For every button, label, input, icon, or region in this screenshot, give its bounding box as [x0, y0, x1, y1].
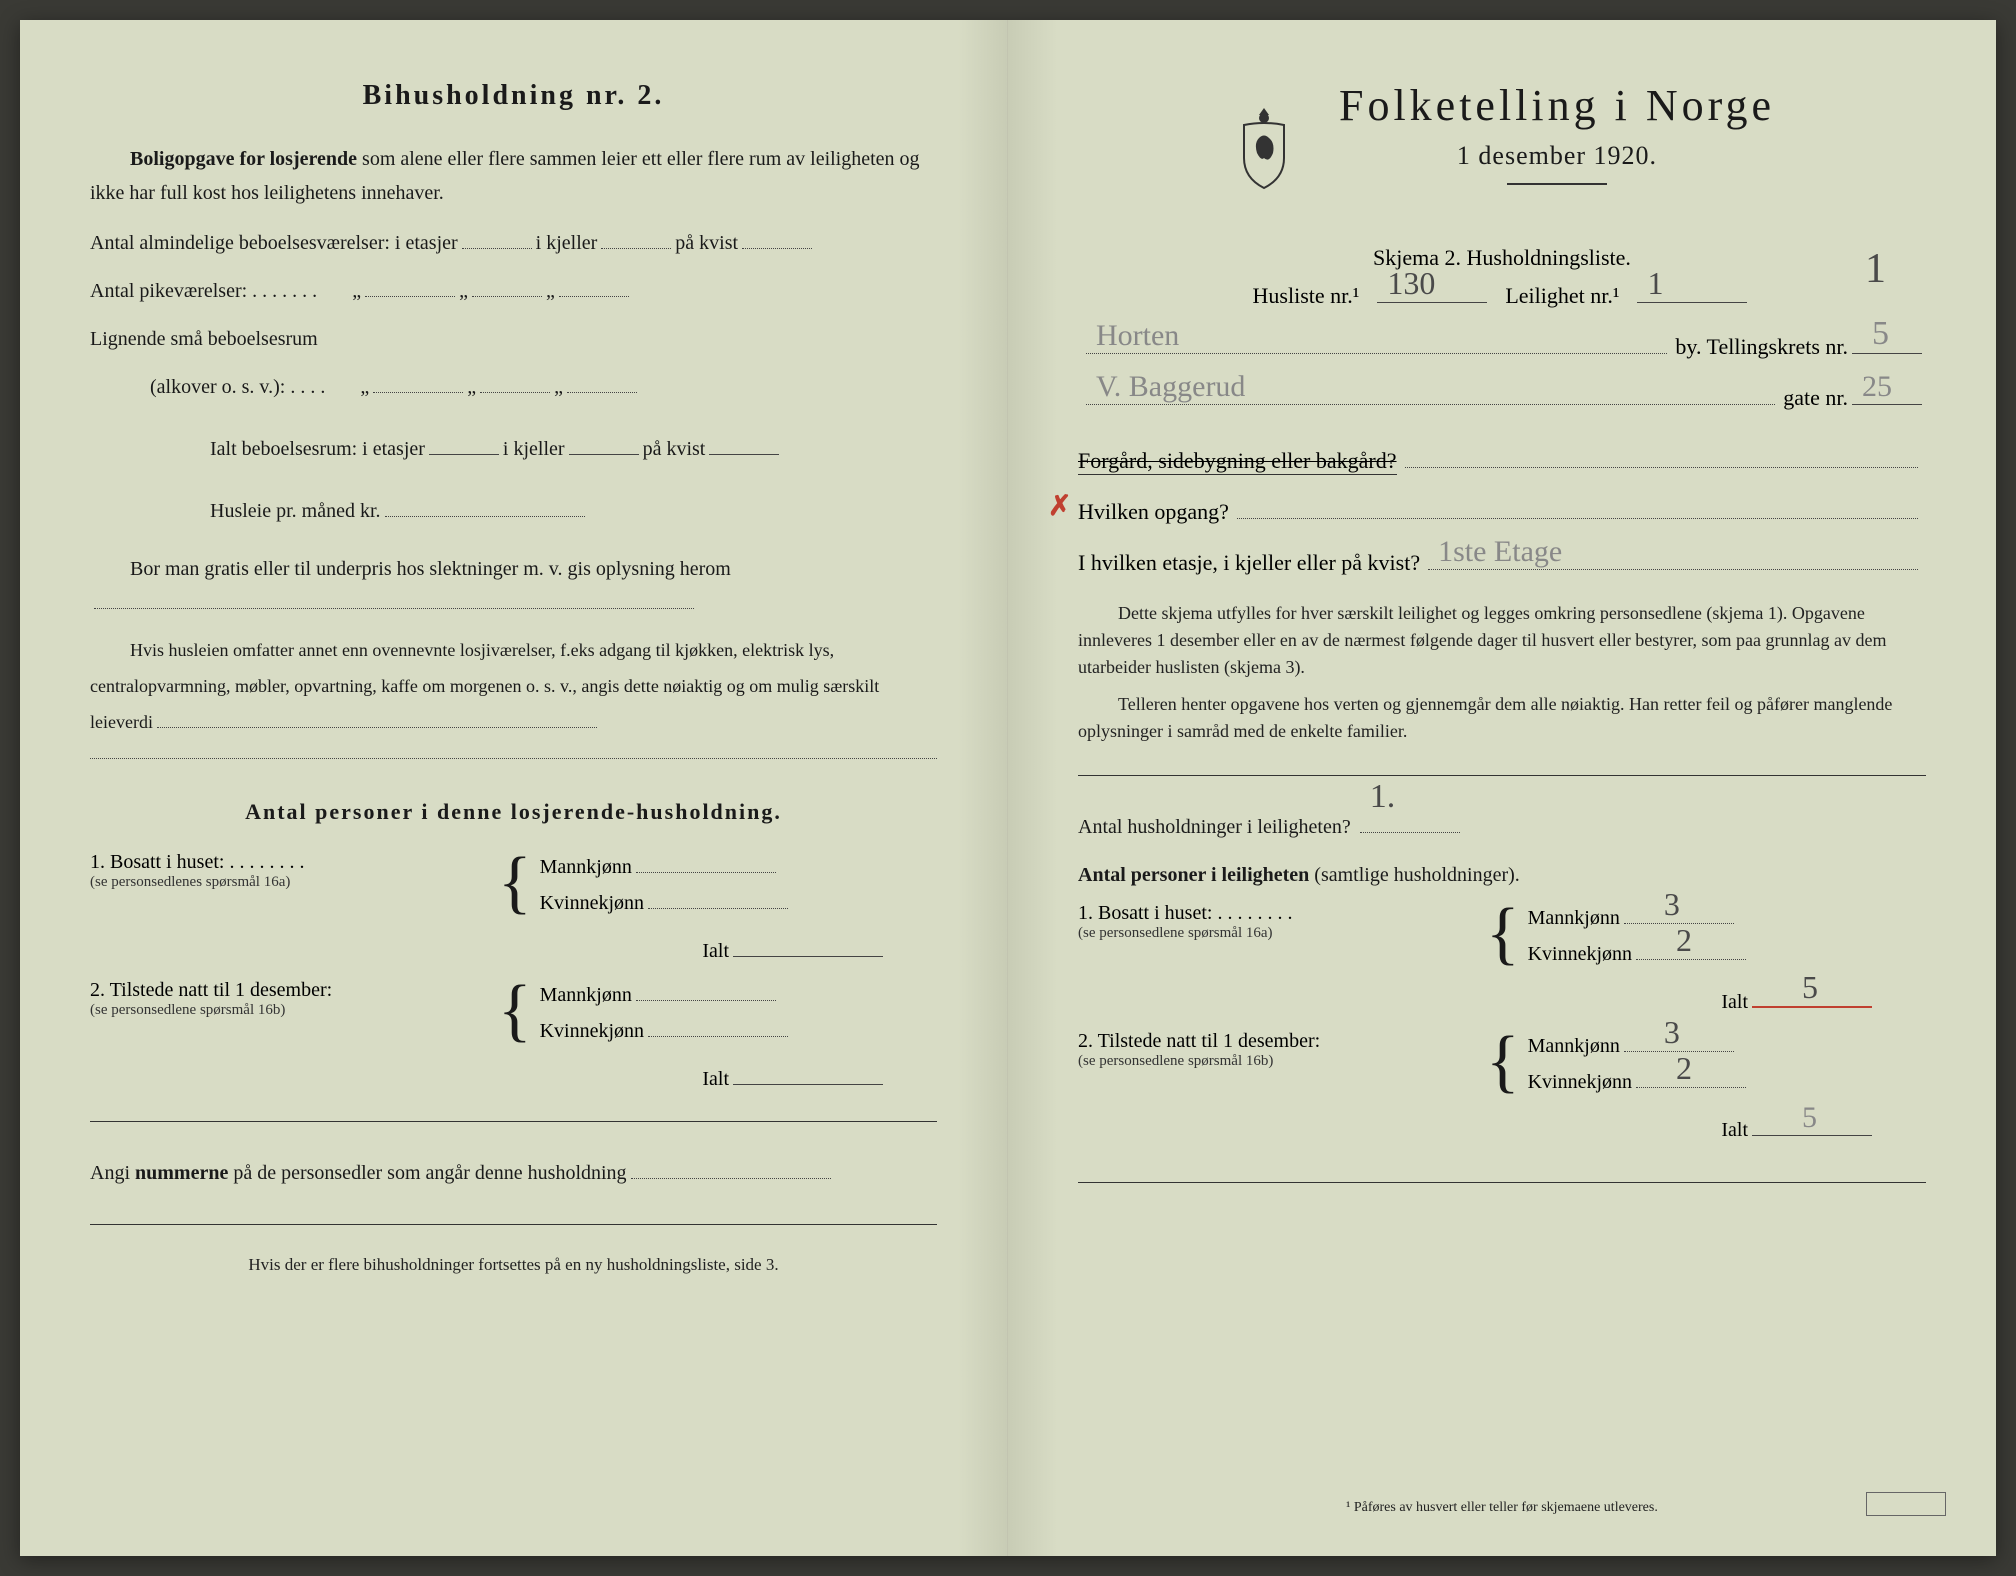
antal-hush-value: 1.: [1370, 761, 1396, 832]
ialt-2-right: Ialt5: [1078, 1114, 1926, 1142]
alkover-line: (alkover o. s. v.): . . . . „„„: [90, 366, 937, 408]
gate-row: V. Baggerud gate nr. 25: [1078, 374, 1926, 411]
kvinne1-value: 2: [1676, 922, 1692, 959]
count-block-2-left: 2. Tilstede natt til 1 desember: (se per…: [90, 979, 937, 1043]
ialt-2-left: Ialt: [90, 1063, 937, 1091]
ialt1-value: 5: [1802, 969, 1818, 1006]
ialt2-value: 5: [1802, 1101, 1817, 1135]
opgang-row: ✗ Hvilken opgang?: [1078, 489, 1926, 526]
instructions-2: Telleren henter opgavene hos verten og g…: [1078, 691, 1926, 745]
etasje-row: I hvilken etasje, i kjeller eller på kvi…: [1078, 539, 1926, 576]
left-footer: Hvis der er flere bihusholdninger fortse…: [90, 1255, 937, 1275]
antal-hush-row: Antal husholdninger i leiligheten? 1.: [1078, 806, 1926, 848]
count-block-1-right: 1. Bosatt i huset: . . . . . . . . (se p…: [1078, 902, 1926, 966]
footnote: ¹ Påføres av husvert eller teller før sk…: [1346, 1500, 1658, 1516]
gratis-para: Bor man gratis eller til underpris hos s…: [90, 552, 937, 620]
ialt-rooms-line: Ialt beboelsesrum: i etasjeri kjellerpå …: [90, 428, 937, 470]
kvinne2-value: 2: [1676, 1050, 1692, 1087]
pike-line: Antal pikeværelser: . . . . . . . „„„: [90, 270, 937, 312]
subsection-title: Antal personer i denne losjerende-hushol…: [90, 799, 937, 825]
antal-pers-row: Antal personer i leiligheten (samtlige h…: [1078, 854, 1926, 896]
gatenr-value: 25: [1862, 370, 1892, 404]
instructions-1: Dette skjema utfylles for hver særskilt …: [1078, 600, 1926, 681]
left-page: Bihusholdning nr. 2. Boligopgave for los…: [20, 20, 1008, 1556]
husliste-value: 130: [1387, 265, 1435, 302]
coat-of-arms-icon: [1229, 103, 1299, 193]
census-document: Bihusholdning nr. 2. Boligopgave for los…: [20, 20, 1996, 1556]
by-row: Horten by. Tellingskrets nr. 5: [1078, 323, 1926, 360]
rooms-line: Antal almindelige beboelsesværelser: i e…: [90, 222, 937, 264]
husleien-para: Hvis husleien omfatter annet enn ovennev…: [90, 632, 937, 740]
forgard-row: Forgård, sidebygning eller bakgård?: [1078, 437, 1926, 475]
main-title: Folketelling i Norge: [1339, 80, 1775, 131]
ialt-1-left: Ialt: [90, 935, 937, 963]
header-block: Folketelling i Norge 1 desember 1920.: [1078, 80, 1926, 215]
husleie-line: Husleie pr. måned kr.: [90, 490, 937, 532]
krets-value: 5: [1872, 315, 1889, 353]
mann2-value: 3: [1664, 1014, 1680, 1051]
husliste-row: Husliste nr.¹ 130 Leilighet nr.¹ 1: [1078, 279, 1926, 309]
right-page: Folketelling i Norge 1 desember 1920. Sk…: [1008, 20, 1996, 1556]
red-x-mark: ✗: [1048, 489, 1071, 523]
printer-stamp: [1866, 1492, 1946, 1516]
gate-value: V. Baggerud: [1096, 370, 1245, 404]
angi-line: Angi nummerne på de personsedler som ang…: [90, 1152, 937, 1194]
left-title: Bihusholdning nr. 2.: [90, 80, 937, 112]
ialt-1-right: Ialt5: [1078, 986, 1926, 1014]
leilighet-value-top: 1: [1865, 245, 1886, 293]
leilighet-value: 1: [1647, 265, 1663, 302]
count-block-2-right: 2. Tilstede natt til 1 desember: (se per…: [1078, 1030, 1926, 1094]
etasje-value: 1ste Etage: [1438, 535, 1562, 569]
census-date: 1 desember 1920.: [1339, 141, 1775, 171]
lignende-line: Lignende små beboelsesrum: [90, 318, 937, 360]
count-block-1-left: 1. Bosatt i huset: . . . . . . . . (se p…: [90, 851, 937, 915]
by-value: Horten: [1096, 319, 1179, 353]
mann1-value: 3: [1664, 886, 1680, 923]
intro-paragraph: Boligopgave for losjerende som alene ell…: [90, 142, 937, 210]
skjema-line: Skjema 2. Husholdningsliste. 1: [1078, 245, 1926, 271]
